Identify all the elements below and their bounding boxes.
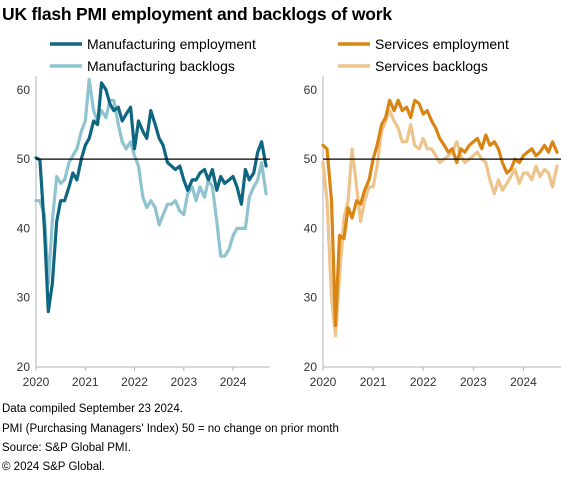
services-y-tick-label: 40 — [304, 221, 318, 235]
manufacturing-x-tick-label: 2021 — [72, 375, 99, 389]
services-y-tick-label: 60 — [304, 83, 318, 97]
manufacturing-panel: 20 30 40 50 60 2020 2021 2022 2023 2024 Manufactur… — [17, 36, 270, 389]
services-x-tick-label: 2021 — [360, 375, 387, 389]
services-y-tick-label: 30 — [304, 291, 318, 305]
chart-area: 20 30 40 50 60 2020 2021 2022 2023 2024 Manufactur… — [17, 36, 561, 389]
manufacturing-series-line-0 — [34, 81, 268, 314]
services-x-tick-label: 2023 — [460, 375, 487, 389]
manufacturing-x-tick-label: 2024 — [220, 375, 247, 389]
footer-compiled-date: Data compiled September 23 2024. — [2, 403, 183, 415]
manufacturing-x-tick-label: 2022 — [121, 375, 148, 389]
services-x-tick-label: 2022 — [410, 375, 437, 389]
services-legend-label-1: Services backlogs — [375, 58, 488, 74]
manufacturing-legend-label-0: Manufacturing employment — [87, 36, 256, 52]
manufacturing-series-line-1 — [34, 77, 268, 286]
footer-pmi-note: PMI (Purchasing Managers' Index) 50 = no… — [2, 423, 339, 435]
manufacturing-x-tick-label: 2023 — [170, 375, 197, 389]
manufacturing-y-tick-label: 30 — [17, 291, 31, 305]
footer-source: Source: S&P Global PMI. — [2, 442, 131, 454]
services-x-tick-label: 2020 — [310, 375, 337, 389]
services-y-tick-label: 20 — [304, 360, 318, 374]
footer-copyright: © 2024 S&P Global. — [2, 461, 105, 473]
manufacturing-y-tick-label: 50 — [17, 152, 31, 166]
manufacturing-y-tick-label: 40 — [17, 221, 31, 235]
chart-title: UK flash PMI employment and backlogs of … — [2, 4, 392, 24]
manufacturing-legend-label-1: Manufacturing backlogs — [87, 58, 235, 74]
manufacturing-y-tick-label: 60 — [17, 83, 31, 97]
services-series-line-1 — [321, 108, 559, 338]
services-panel: 20 30 40 50 60 2020 2021 2022 2023 2024 Services e… — [304, 36, 561, 389]
manufacturing-x-tick-label: 2020 — [23, 375, 50, 389]
manufacturing-y-tick-label: 20 — [17, 360, 31, 374]
services-series-line-0 — [321, 98, 559, 327]
services-legend-label-0: Services employment — [375, 36, 509, 52]
services-x-tick-label: 2024 — [510, 375, 537, 389]
services-y-tick-label: 50 — [304, 152, 318, 166]
